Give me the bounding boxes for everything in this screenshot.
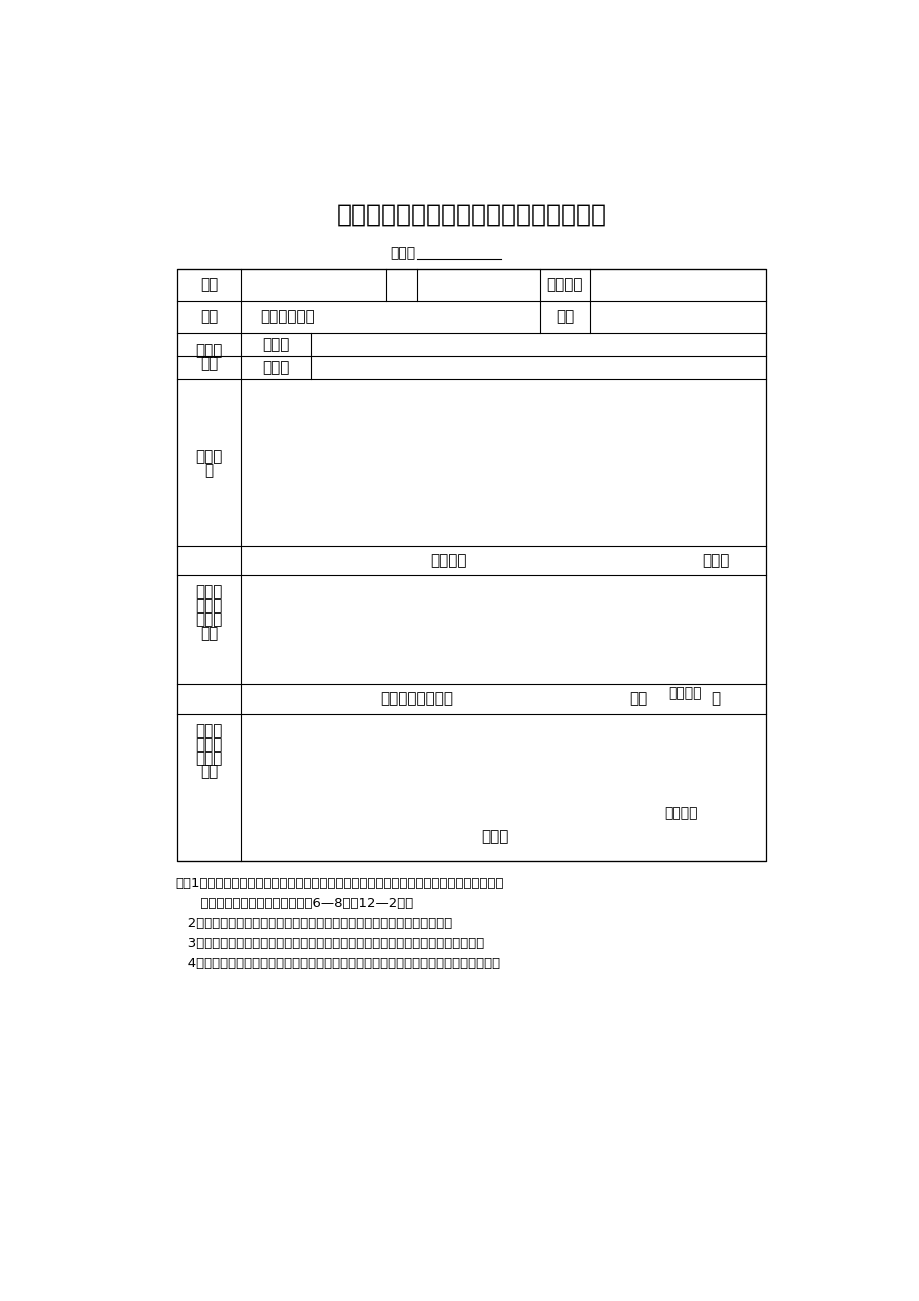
Text: 现就读: 现就读 <box>262 337 289 353</box>
Text: 中　心: 中 心 <box>195 598 222 613</box>
Text: 注：1、根据《西南科技大学网络教育学籍异动实施细则》规定，申请转专业只能在学生入学: 注：1、根据《西南科技大学网络教育学籍异动实施细则》规定，申请转专业只能在学生入… <box>176 877 504 890</box>
Text: 学　习: 学 习 <box>195 584 222 600</box>
Text: 后第一学期期末办理，即每年的6—8月和12—2月。: 后第一学期期末办理，即每年的6—8月和12—2月。 <box>176 896 414 909</box>
Text: 教　育: 教 育 <box>195 736 222 752</box>
Text: 日: 日 <box>710 691 720 706</box>
Text: 意见: 意见 <box>199 626 218 641</box>
Text: 学　院: 学 院 <box>195 751 222 766</box>
Text: 申请人：: 申请人： <box>429 553 466 567</box>
Text: 因: 因 <box>204 463 213 477</box>
Text: 拟转往: 拟转往 <box>262 360 289 376</box>
Text: 申请原: 申请原 <box>195 449 222 464</box>
Text: 年月日: 年月日 <box>701 553 729 567</box>
Text: 西南科技大学网络教育学生转专业申请表: 西南科技大学网络教育学生转专业申请表 <box>336 203 606 226</box>
Text: 初　审: 初 审 <box>195 613 222 627</box>
Text: 层次: 层次 <box>555 310 573 324</box>
Text: 2、其他转专业条件请查看《西南科技大学网络教育学籍异动实施细则》。: 2、其他转专业条件请查看《西南科技大学网络教育学籍异动实施细则》。 <box>176 917 452 930</box>
Text: （公章）: （公章） <box>667 687 700 700</box>
Text: 3、申请人必须认真填写此表，由学习中心签署意见后统一报继续教育学院教务科。: 3、申请人必须认真填写此表，由学习中心签署意见后统一报继续教育学院教务科。 <box>176 937 484 950</box>
Text: 年级: 年级 <box>199 310 218 324</box>
Text: 信息: 信息 <box>199 356 218 372</box>
Text: 意见: 意见 <box>199 765 218 779</box>
Text: 年月: 年月 <box>629 691 647 706</box>
Text: （公章）: （公章） <box>664 807 697 821</box>
Bar <box>176 268 766 861</box>
Text: 学习中心: 学习中心 <box>546 277 583 293</box>
Text: 4、此表一式两份，继续教育学院审批后，一份继续教育学院存档，一份学习中心存档。: 4、此表一式两份，继续教育学院审批后，一份继续教育学院存档，一份学习中心存档。 <box>176 958 500 971</box>
Text: 负责人（签字）：: 负责人（签字）： <box>380 691 453 706</box>
Text: 继　续: 继 续 <box>195 723 222 738</box>
Text: 编号：: 编号： <box>390 246 414 260</box>
Text: 专　业: 专 业 <box>195 342 222 358</box>
Text: ＿＿级＿＿季: ＿＿级＿＿季 <box>260 310 315 324</box>
Text: 年月日: 年月日 <box>481 829 508 844</box>
Text: 姓名: 姓名 <box>199 277 218 293</box>
